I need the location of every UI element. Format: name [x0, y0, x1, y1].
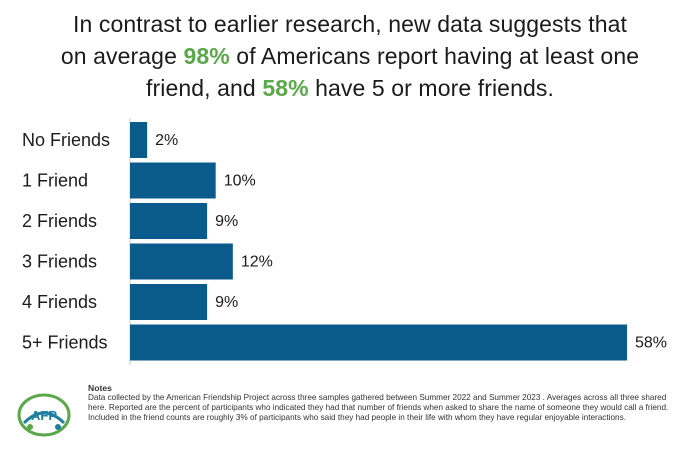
chart-title: In contrast to earlier research, new dat…: [20, 8, 680, 104]
bar: [130, 324, 627, 361]
value-label: 12%: [241, 254, 273, 271]
value-label: 58%: [635, 335, 667, 352]
afp-logo: AFP: [17, 393, 71, 437]
notes-section: Notes Data collected by the American Fri…: [88, 383, 683, 423]
bar: [130, 284, 208, 320]
category-label: 1 Friend: [22, 171, 88, 191]
bar: [130, 203, 208, 239]
category-label: 4 Friends: [22, 292, 97, 312]
title-line-2-post: of Americans report having at least one: [229, 43, 640, 69]
category-label: 2 Friends: [22, 211, 97, 231]
title-line-3-pre: friend, and: [146, 75, 263, 101]
notes-text: Data collected by the American Friendshi…: [88, 393, 669, 422]
bar: [130, 162, 216, 199]
title-highlight-98: 98%: [183, 43, 230, 69]
bar: [130, 243, 233, 280]
category-label: 3 Friends: [22, 252, 97, 272]
notes-title: Notes: [88, 383, 112, 393]
value-label: 10%: [224, 173, 256, 190]
category-label: No Friends: [22, 130, 110, 150]
title-highlight-58: 58%: [262, 75, 309, 101]
bar-chart: No Friends 2% 1 Friend 10% 2 Friends 9% 3 Frie…: [22, 118, 667, 365]
category-label: 5+ Friends: [22, 333, 108, 353]
value-label: 9%: [215, 213, 238, 230]
value-label: 9%: [215, 294, 238, 311]
value-label: 2%: [155, 132, 178, 149]
bar: [130, 122, 148, 158]
title-line-3-post: have 5 or more friends.: [308, 75, 554, 101]
title-line-2-pre: on average: [60, 43, 184, 69]
logo-text: AFP: [31, 408, 57, 423]
title-line-1: In contrast to earlier research, new dat…: [73, 11, 627, 37]
